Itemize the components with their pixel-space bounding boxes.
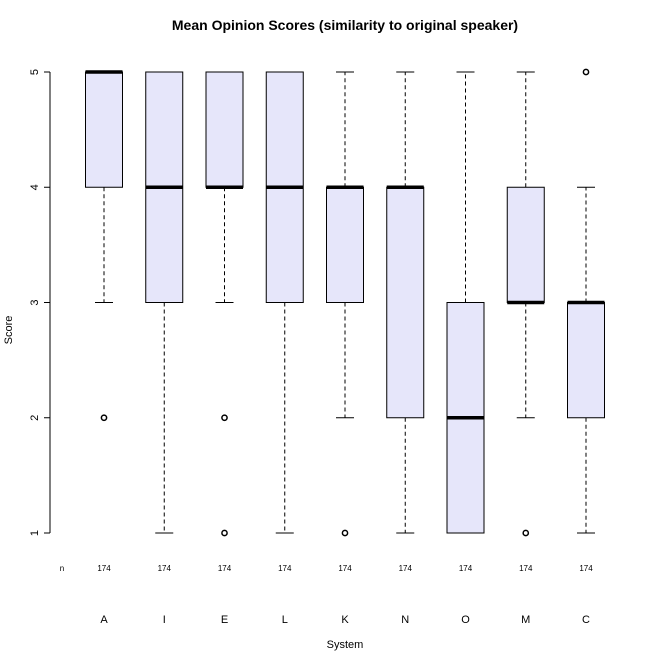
box-I: 174 I [145, 71, 184, 626]
x-tick-label: A [100, 614, 108, 626]
y-tick-label: 2 [29, 415, 41, 421]
n-count-label: 174 [278, 564, 292, 573]
iqr-box [205, 71, 244, 188]
n-row-label: n [60, 564, 64, 573]
n-count-label: 174 [519, 564, 533, 573]
iqr-box [85, 71, 123, 188]
x-tick-label: L [282, 614, 288, 626]
outlier-point [522, 529, 530, 537]
n-count-label: 174 [97, 564, 111, 573]
iqr-box [567, 302, 605, 419]
box-E: 174 E [205, 71, 244, 626]
x-tick-label: N [401, 614, 409, 626]
outlier-point [582, 68, 590, 76]
iqr-box [326, 186, 364, 303]
x-tick-label: K [341, 614, 349, 626]
n-count-label: 174 [218, 564, 232, 573]
outlier-point [100, 414, 108, 422]
n-count-label: 174 [158, 564, 172, 573]
iqr-box [386, 186, 425, 419]
box-O: 174 O [446, 71, 485, 626]
n-count-label: 174 [579, 564, 593, 573]
x-axis-label: System [327, 639, 364, 651]
y-tick-label: 4 [29, 184, 41, 190]
y-axis-label: Score [3, 316, 15, 345]
box-L: 174 L [265, 71, 304, 626]
outlier-point [221, 414, 228, 422]
y-tick-label: 1 [29, 530, 41, 536]
y-tick-label: 3 [29, 299, 41, 305]
box-A: 174 A [85, 70, 123, 626]
n-count-label: 174 [399, 564, 413, 573]
n-count-label: 174 [459, 564, 473, 573]
box-C: 174 C [567, 68, 605, 626]
iqr-box [506, 186, 545, 303]
boxes-group: 174 A 174 I 174 E 174 L 174 K 174 N 174 O 174 M 174 C [85, 68, 605, 626]
x-tick-label: I [163, 614, 166, 626]
outlier-point [341, 529, 349, 537]
y-axis-ticks: 1 2 3 4 5 [29, 69, 50, 536]
box-N: 174 N [386, 71, 425, 626]
box-K: 174 K [326, 71, 364, 626]
outlier-point [221, 529, 228, 537]
y-tick-label: 5 [29, 69, 41, 75]
x-tick-label: O [461, 614, 470, 626]
x-tick-label: C [582, 614, 590, 626]
x-tick-label: M [521, 614, 530, 626]
box-M: 174 M [506, 71, 545, 626]
x-tick-label: E [221, 614, 228, 626]
n-count-label: 174 [338, 564, 352, 573]
chart-title: Mean Opinion Scores (similarity to origi… [172, 17, 518, 33]
